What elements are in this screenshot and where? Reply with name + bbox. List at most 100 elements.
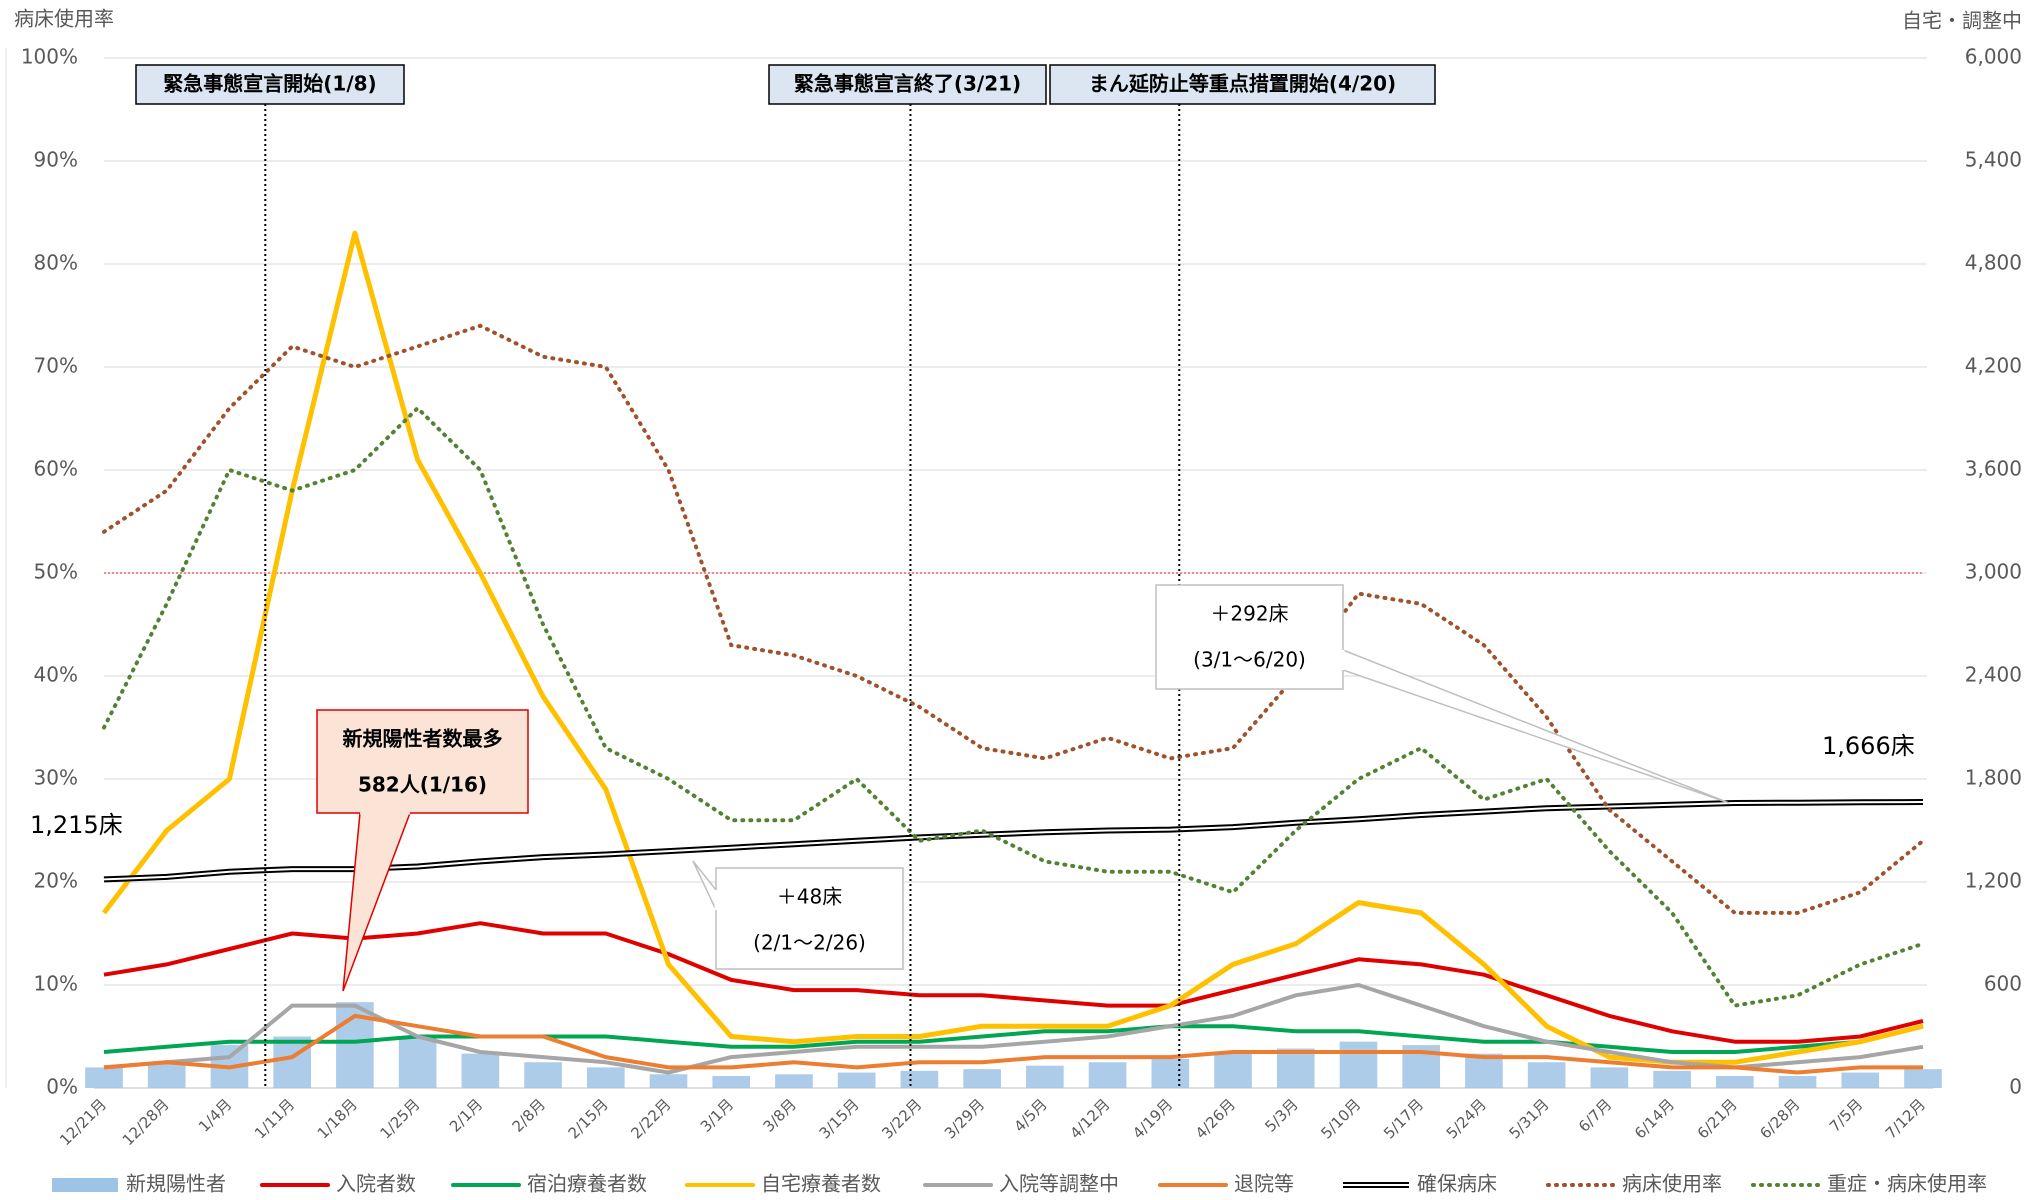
x-tick-label: 5/17月 <box>1380 1095 1427 1142</box>
x-tick-label: 4/12月 <box>1066 1095 1113 1142</box>
callout-text: 582人(1/16) <box>358 773 487 797</box>
callout-text: (2/1～2/26) <box>753 931 866 955</box>
x-tick-label: 3/22月 <box>878 1095 925 1142</box>
y-tick-label: 40% <box>34 663 78 687</box>
x-tick-label: 2/8月 <box>509 1095 549 1135</box>
y2-tick-label: 2,400 <box>1965 663 2022 687</box>
line-inner <box>103 801 1924 881</box>
y2-axis-label: 自宅・調整中 <box>1902 9 2022 33</box>
x-tick-label: 5/3月 <box>1261 1095 1301 1135</box>
callout-pointer <box>342 812 412 992</box>
x-tick-label: 2/22月 <box>627 1095 674 1142</box>
x-tick-label: 5/31月 <box>1506 1095 1553 1142</box>
y-tick-label: 0% <box>46 1075 78 1099</box>
line <box>103 1024 1924 1054</box>
legend-label: 自宅療養者数 <box>761 1172 881 1196</box>
bar <box>1339 1041 1378 1088</box>
bar <box>85 1067 123 1088</box>
callout-pointer <box>692 860 717 911</box>
callout-box <box>316 709 529 814</box>
bar <box>712 1075 751 1088</box>
x-tick-label: 4/5月 <box>1010 1095 1050 1135</box>
y-tick-label: 100% <box>21 45 78 69</box>
x-tick-label: 3/8月 <box>760 1095 800 1135</box>
x-tick-label: 2/1月 <box>446 1095 486 1135</box>
bar <box>649 1074 688 1088</box>
bar <box>1778 1075 1817 1088</box>
line <box>102 230 1924 1065</box>
legend-label: 病床使用率 <box>1622 1172 1722 1196</box>
legend-label: 重症・病床使用率 <box>1827 1172 1987 1196</box>
bed-label: 1,666床 <box>1822 732 1915 760</box>
y-tick-label: 50% <box>34 560 78 584</box>
x-tick-label: 12/28月 <box>119 1095 173 1149</box>
y2-tick-label: 600 <box>1984 972 2022 996</box>
bar <box>398 1036 437 1088</box>
x-tick-label: 3/15月 <box>816 1095 863 1142</box>
y-axis-label: 病床使用率 <box>14 7 114 31</box>
y-tick-label: 70% <box>34 354 78 378</box>
y-tick-label: 10% <box>34 972 78 996</box>
x-tick-label: 5/10月 <box>1317 1095 1364 1142</box>
x-tick-label: 2/15月 <box>565 1095 612 1142</box>
dotted-line <box>102 405 1925 1008</box>
legend-label: 新規陽性者 <box>126 1172 226 1196</box>
callout-text: (3/1～6/20) <box>1193 648 1306 672</box>
bar <box>1590 1067 1629 1088</box>
bar <box>1088 1062 1127 1088</box>
y2-tick-label: 5,400 <box>1965 148 2022 172</box>
bar <box>586 1067 625 1088</box>
bar <box>775 1074 813 1088</box>
x-tick-label: 4/19月 <box>1129 1095 1176 1142</box>
bar <box>1151 1058 1190 1088</box>
legend-label: 確保病床 <box>1417 1172 1497 1196</box>
y2-tick-label: 4,200 <box>1965 354 2022 378</box>
line <box>103 1013 1923 1075</box>
callout-text: ＋48床 <box>777 885 842 909</box>
y-tick-label: 90% <box>34 148 78 172</box>
x-tick-label: 3/1月 <box>697 1095 737 1135</box>
callout-pointer <box>1342 648 1730 804</box>
legend-label: 入院等調整中 <box>999 1172 1119 1196</box>
x-tick-label: 1/11月 <box>251 1095 298 1142</box>
bar <box>1214 1053 1252 1088</box>
x-tick-label: 6/14月 <box>1631 1095 1678 1142</box>
bar <box>461 1053 500 1088</box>
y-tick-label: 20% <box>34 869 78 893</box>
bar <box>900 1070 939 1088</box>
y2-tick-label: 0 <box>2009 1075 2022 1099</box>
x-tick-label: 1/18月 <box>314 1095 361 1142</box>
line <box>103 983 1924 1075</box>
bar <box>963 1069 1001 1088</box>
legend-label: 退院等 <box>1234 1172 1294 1196</box>
bar <box>1841 1072 1880 1088</box>
y2-tick-label: 1,200 <box>1965 869 2022 893</box>
y2-tick-label: 3,000 <box>1965 560 2022 584</box>
bar <box>524 1062 562 1088</box>
y2-tick-label: 6,000 <box>1965 45 2022 69</box>
callout-text: ＋292床 <box>1210 602 1288 626</box>
bed-label: 1,215床 <box>30 811 123 839</box>
y2-tick-label: 1,800 <box>1965 766 2022 790</box>
event-box <box>1049 64 1436 105</box>
bar <box>147 1062 186 1088</box>
y-tick-label: 30% <box>34 766 78 790</box>
x-tick-label: 12/21月 <box>56 1095 110 1149</box>
line <box>103 921 1924 1044</box>
y-tick-label: 80% <box>34 251 78 275</box>
x-tick-label: 6/21月 <box>1694 1095 1741 1142</box>
event-label: まん延防止等重点措置開始(4/20) <box>1089 72 1396 96</box>
y2-tick-label: 3,600 <box>1965 457 2022 481</box>
x-tick-label: 6/28月 <box>1756 1095 1803 1142</box>
legend-label: 入院者数 <box>336 1172 416 1196</box>
bar <box>1527 1062 1566 1088</box>
x-tick-label: 1/25月 <box>376 1095 423 1142</box>
event-label: 緊急事態宣言終了(3/21) <box>794 72 1021 96</box>
bar <box>837 1072 876 1088</box>
event-box <box>135 64 405 105</box>
callout-box <box>715 867 904 970</box>
x-tick-label: 7/12月 <box>1882 1095 1929 1142</box>
bar <box>1904 1069 1942 1088</box>
y2-tick-label: 4,800 <box>1965 251 2022 275</box>
